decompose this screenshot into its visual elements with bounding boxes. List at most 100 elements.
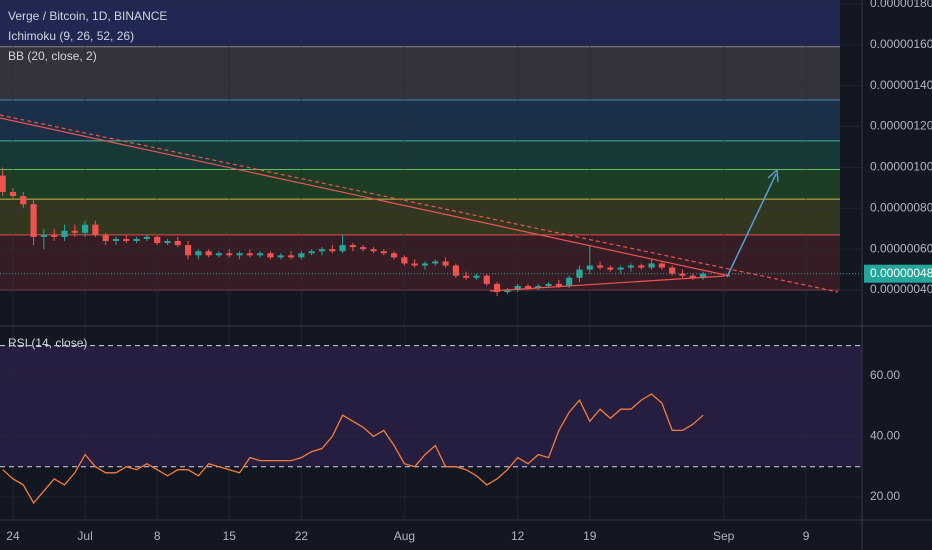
candle-body [432,261,439,264]
candle-body [524,285,532,289]
projection-arrow [726,173,777,278]
candle-body [329,249,336,252]
candle-body [555,283,562,286]
candle-body [298,253,305,258]
candle-body [287,255,295,258]
candle-body [215,253,223,256]
candle-body [566,277,573,286]
rsi-title: RSI (14, close) [8,336,87,350]
trend-line [0,117,731,277]
rsi-line [2,393,704,505]
arrow-head [767,168,779,183]
fib-zone [0,169,840,200]
last-price-label: 0.00000048 [870,266,932,280]
rsi-tick-label: 20.00 [870,489,900,503]
candle-body [205,251,212,256]
rsi-tick-label: 60.00 [870,368,900,382]
candle-body [627,265,635,268]
last-price-box [864,264,932,283]
candle-body [596,265,604,268]
candle-body [51,234,58,237]
candle-body [0,175,6,192]
candle-body [648,263,655,268]
price-tick-label: 0.00000160 [870,37,932,51]
candle-body [679,273,686,276]
candle-body [669,267,676,274]
candle-body [360,247,367,250]
candle-body [442,261,449,266]
candle-body [699,273,707,278]
candle-body [535,285,542,289]
price-tick-label: 0.00000060 [870,241,932,255]
candle-body [473,275,480,278]
time-tick-label: 9 [803,529,810,543]
fib-zone [0,0,840,47]
candle-body [40,234,47,237]
candle-body [318,249,326,252]
candle-body [339,245,346,252]
trend-line [0,114,839,293]
candle-body [174,240,181,246]
candle-body [504,290,511,293]
time-tick-label: 8 [154,529,161,543]
candle-body [586,265,593,270]
candle-body [92,224,99,235]
indicator-label: Ichimoku (9, 26, 52, 26) [8,29,134,43]
candle-body [246,253,253,256]
candle-body [689,275,696,278]
time-tick-label: 19 [583,529,597,543]
candle-body [236,253,243,256]
candle-body [154,236,161,244]
price-tick-label: 0.00000080 [870,200,932,214]
price-tick-label: 0.00000180 [870,0,932,10]
rsi-tick-label: 40.00 [870,429,900,443]
candle-body [71,230,78,233]
candle-body [112,238,120,241]
candle-body [411,263,418,266]
indicator-label: BB (20, close, 2) [8,49,97,63]
candle-body [638,265,645,268]
candle-body [123,238,130,241]
candle-body [607,267,614,270]
fib-zone [0,234,840,291]
candle-body [226,253,233,256]
candle-body [308,251,315,254]
fib-zone [0,140,840,170]
time-tick-label: 24 [6,529,20,543]
candle-body [277,255,284,258]
price-tick-label: 0.00000100 [870,160,932,174]
time-tick-label: 22 [295,529,309,543]
candle-body [257,253,264,256]
fib-zone [0,99,840,141]
candle-body [463,275,470,278]
candle-body [545,283,552,286]
price-tick-label: 0.00000120 [870,119,932,133]
candle-body [452,265,459,276]
candle-body [349,245,356,248]
candle-body [164,240,171,244]
candle-body [102,234,109,241]
time-tick-label: Sep [713,529,735,543]
candle-body [370,249,377,252]
symbol-title: Verge / Bitcoin, 1D, BINANCE [8,9,167,23]
candle-body [81,224,89,233]
rsi-band [0,345,862,467]
candle-body [658,263,665,268]
candle-body [617,267,624,270]
time-tick-label: Aug [394,529,415,543]
candle-body [483,275,490,284]
candle-body [20,196,27,205]
candle-body [184,245,192,256]
fib-zone [0,46,840,100]
candle-body [195,251,202,256]
candle-body [493,283,501,293]
time-tick-label: Jul [77,529,92,543]
candle-body [421,263,429,266]
candle-body [401,257,408,264]
price-tick-label: 0.00000140 [870,78,932,92]
candle-body [514,285,521,291]
candle-body [133,238,140,241]
candle-body [143,236,150,239]
candle-body [380,251,387,254]
